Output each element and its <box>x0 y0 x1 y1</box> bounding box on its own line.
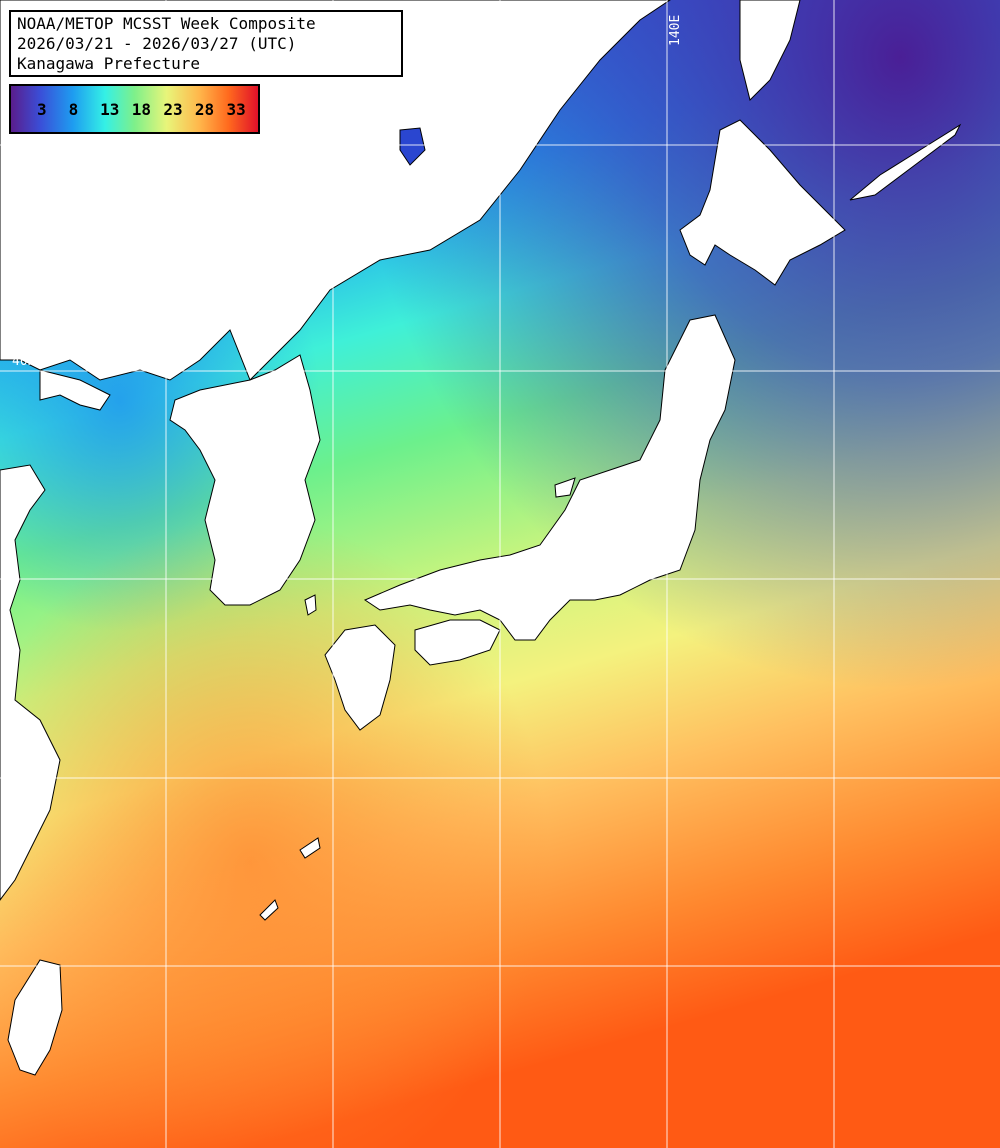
date-range: 2026/03/21 - 2026/03/27 (UTC) <box>17 34 297 53</box>
land-island-tsushima <box>304 594 317 616</box>
map-title-box: NOAA/METOP MCSST Week Composite 2026/03/… <box>9 10 403 77</box>
legend-tick: 18 <box>131 99 151 119</box>
land-sakhalin <box>739 0 801 101</box>
longitude-label: 140E <box>668 14 683 46</box>
land-taiwan <box>7 959 63 1076</box>
land-shikoku <box>414 619 501 666</box>
legend-tick: 3 <box>37 99 47 119</box>
land-island-okinawa <box>299 837 321 859</box>
land-island-sea-of-japan <box>399 127 426 166</box>
legend-tick: 23 <box>163 99 183 119</box>
land-honshu <box>363 314 736 641</box>
temperature-legend: 3 8 13 18 23 28 33 <box>9 84 260 134</box>
legend-tick: 13 <box>100 99 120 119</box>
legend-tick: 28 <box>194 99 215 119</box>
land-island-amami <box>259 899 279 921</box>
legend-colorbar <box>11 86 258 132</box>
latitude-label: 40N <box>12 354 36 369</box>
land-kuril <box>849 123 962 201</box>
land-china-coast <box>0 464 61 901</box>
land-kyushu <box>324 624 396 731</box>
land-korea <box>169 354 321 606</box>
land-hokkaido <box>679 119 846 286</box>
legend-tick: 33 <box>226 99 246 119</box>
legend-tick: 8 <box>68 99 79 119</box>
land-island-sado <box>554 477 576 498</box>
region-name: Kanagawa Prefecture <box>17 54 201 73</box>
land-liaodong <box>39 369 111 411</box>
map-title: NOAA/METOP MCSST Week Composite <box>17 14 316 33</box>
